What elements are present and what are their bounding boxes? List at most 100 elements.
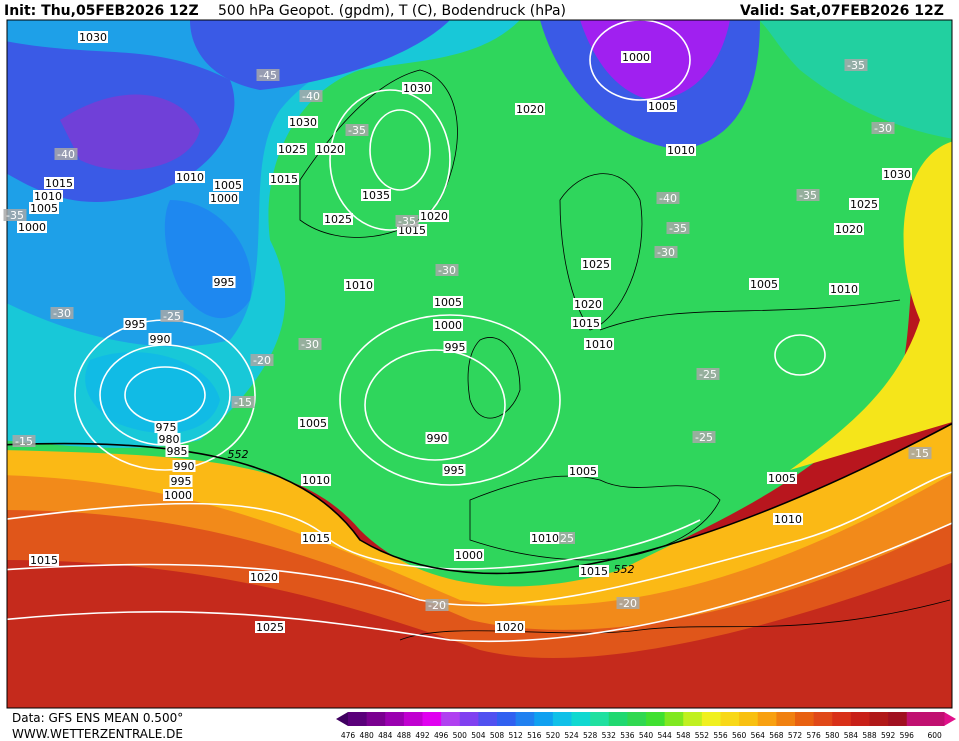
- pressure-label-box: [148, 333, 172, 345]
- temperature-label: -30: [438, 264, 456, 277]
- colorbar-swatch: [850, 712, 870, 726]
- colorbar-swatch: [701, 712, 721, 726]
- colorbar-swatch: [795, 712, 815, 726]
- colorbar-swatch: [422, 712, 442, 726]
- map-title: 500 hPa Geopot. (gpdm), T (C), Bodendruc…: [218, 3, 566, 19]
- pressure-label: 1005: [768, 472, 796, 485]
- colorbar-label: 600: [928, 731, 943, 740]
- colorbar-label: 516: [527, 731, 542, 740]
- pressure-label-box: [568, 465, 598, 477]
- pressure-label-box: [163, 489, 193, 501]
- colorbar-label: 568: [769, 731, 784, 740]
- colorbar-swatch: [906, 712, 926, 726]
- temperature-label-box: [871, 122, 895, 134]
- pressure-label: 1015: [270, 173, 298, 186]
- pressure-label: 990: [174, 460, 195, 473]
- temperature-label: -45: [259, 69, 277, 82]
- colorbar-label: 584: [844, 731, 859, 740]
- colorbar-label: 572: [788, 731, 803, 740]
- temperature-label: -40: [302, 90, 320, 103]
- coastlines: [299, 69, 951, 641]
- colorbar-label: 480: [359, 731, 374, 740]
- colorbar-swatch: [776, 712, 796, 726]
- colorbar-swatch: [534, 712, 554, 726]
- colorbar-label: 548: [676, 731, 691, 740]
- colorbar-swatch: [869, 712, 889, 726]
- pressure-label: 1000: [622, 51, 650, 64]
- temperature-label: -30: [657, 246, 675, 259]
- colorbar-swatch: [925, 712, 945, 726]
- colorbar-swatch: [497, 712, 517, 726]
- pressure-label-box: [288, 116, 318, 128]
- pressure-label-box: [165, 445, 189, 457]
- temperature-label-box: [54, 148, 78, 160]
- colorbar-swatch: [366, 712, 386, 726]
- init-time: Init: Thu,05FEB2026 12Z: [4, 3, 199, 19]
- pressure-label-box: [123, 318, 147, 330]
- pressure-label-box: [344, 279, 374, 291]
- pressure-label: 1005: [750, 278, 778, 291]
- valid-time: Valid: Sat,07FEB2026 12Z: [740, 3, 944, 19]
- temperature-label-box: [696, 368, 720, 380]
- pressure-label-box: [209, 192, 239, 204]
- colorbar-label: 508: [490, 731, 505, 740]
- pressure-label: 1010: [585, 338, 613, 351]
- colorbar-swatch: [571, 712, 591, 726]
- colorbar-swatch: [385, 712, 405, 726]
- pressure-label: 1025: [256, 621, 284, 634]
- pressure-label: 1015: [398, 224, 426, 237]
- pressure-label: 1010: [176, 171, 204, 184]
- pressure-label-box: [829, 283, 859, 295]
- temperature-label-box: [3, 209, 27, 221]
- temperature-label: -20: [253, 354, 271, 367]
- map-frame: [6, 19, 953, 709]
- pressure-label-box: [212, 276, 236, 288]
- temperature-label-box: [435, 264, 459, 276]
- pressure-label-box: [849, 198, 879, 210]
- pressure-label: 1010: [345, 279, 373, 292]
- temperature-label: -25: [695, 431, 713, 444]
- pressure-label-box: [277, 143, 307, 155]
- pressure-label: 1015: [302, 532, 330, 545]
- colorbar-label: 540: [639, 731, 654, 740]
- temperature-label-box: [559, 532, 575, 544]
- pressure-label-box: [571, 317, 601, 329]
- colorbar-label: 536: [620, 731, 635, 740]
- pressure-label: 1030: [289, 116, 317, 129]
- colorbar-swatch: [627, 712, 647, 726]
- temperature-label: -35: [348, 124, 366, 137]
- pressure-label: 985: [167, 445, 188, 458]
- colorbar-swatch: [739, 712, 759, 726]
- website: WWW.WETTERZENTRALE.DE: [12, 727, 183, 741]
- pressure-label-box: [443, 341, 467, 353]
- colorbar-label: 564: [751, 731, 766, 740]
- temperature-label: -25: [163, 310, 181, 323]
- pressure-label: 1020: [420, 210, 448, 223]
- pressure-label-box: [773, 513, 803, 525]
- temperature-label-box: [666, 222, 690, 234]
- temperature-label-box: [692, 431, 716, 443]
- colorbar-label: 492: [415, 731, 430, 740]
- temperature-label: -20: [428, 599, 446, 612]
- temperature-label-box: [395, 215, 419, 227]
- pressure-label: 1035: [362, 189, 390, 202]
- temperature-label: -30: [53, 307, 71, 320]
- colorbar-label: 556: [713, 731, 728, 740]
- pressure-label: 995: [445, 341, 466, 354]
- pressure-label-box: [579, 565, 609, 577]
- colorbar-swatch: [664, 712, 684, 726]
- pressure-label-box: [402, 82, 432, 94]
- pressure-label-box: [255, 621, 285, 633]
- temperature-label: -35: [398, 215, 416, 228]
- height-label: 552: [228, 448, 249, 461]
- pressure-label-box: [749, 278, 779, 290]
- colorbar-label: 488: [397, 731, 412, 740]
- pressure-label: 995: [214, 276, 235, 289]
- temperature-label-box: [299, 90, 323, 102]
- temperature-label-box: [654, 246, 678, 258]
- colorbar-swatch: [403, 712, 423, 726]
- pressure-label-box: [584, 338, 614, 350]
- pressure-label: 1010: [774, 513, 802, 526]
